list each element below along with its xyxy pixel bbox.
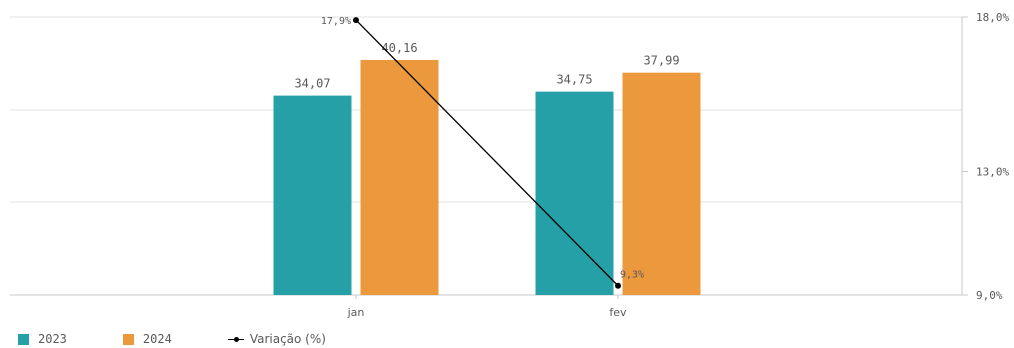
x-axis: jan fev (347, 295, 627, 319)
variation-line-path (355, 19, 619, 287)
bar-value-label: 34,75 (556, 73, 592, 87)
legend-swatch-2023 (18, 333, 29, 345)
variation-point (615, 282, 621, 289)
x-axis-category-label: jan (347, 306, 365, 319)
right-axis-tick-label: 18,0% (976, 11, 1009, 24)
bar-value-label: 34,07 (294, 77, 330, 91)
bar-2024-jan (360, 59, 439, 296)
legend-item-2024[interactable]: 2024 (122, 332, 172, 346)
gridlines (10, 16, 962, 296)
legend-swatch-2024 (122, 333, 134, 345)
bar-2023-fev (535, 91, 614, 295)
line-marker-icon (227, 334, 244, 345)
variation-point-label: 17,9% (321, 16, 351, 27)
right-axis: 18,0% 13,0% 9,0% (961, 11, 1009, 302)
legend-item-2023[interactable]: 2023 (18, 332, 67, 346)
bar-value-label: 40,16 (381, 41, 417, 55)
legend: 2023 2024 Variação (%) (18, 330, 382, 348)
right-axis-tick-label: 9,0% (976, 289, 1003, 302)
variation-point (353, 17, 359, 24)
legend-label-2024: 2024 (142, 332, 172, 346)
bar-2023-jan (273, 95, 352, 295)
variation-line: 17,9% 9,3% (321, 16, 644, 289)
variation-point-label: 9,3% (620, 270, 644, 281)
bar-value-label: 37,99 (643, 54, 679, 68)
bar-2024-fev (622, 72, 701, 295)
bars: 34,07 40,16 34,75 37,99 (273, 41, 701, 296)
legend-label-variacao: Variação (%) (249, 332, 326, 346)
right-axis-tick-label: 13,0% (976, 165, 1009, 178)
combo-chart: 34,07 40,16 34,75 37,99 17,9% 9,3% 18,0% 13,0… (10, 11, 1009, 319)
legend-label-2023: 2023 (38, 332, 67, 346)
x-axis-category-label: fev (609, 306, 627, 319)
legend-item-variacao[interactable]: Variação (%) (227, 332, 326, 346)
